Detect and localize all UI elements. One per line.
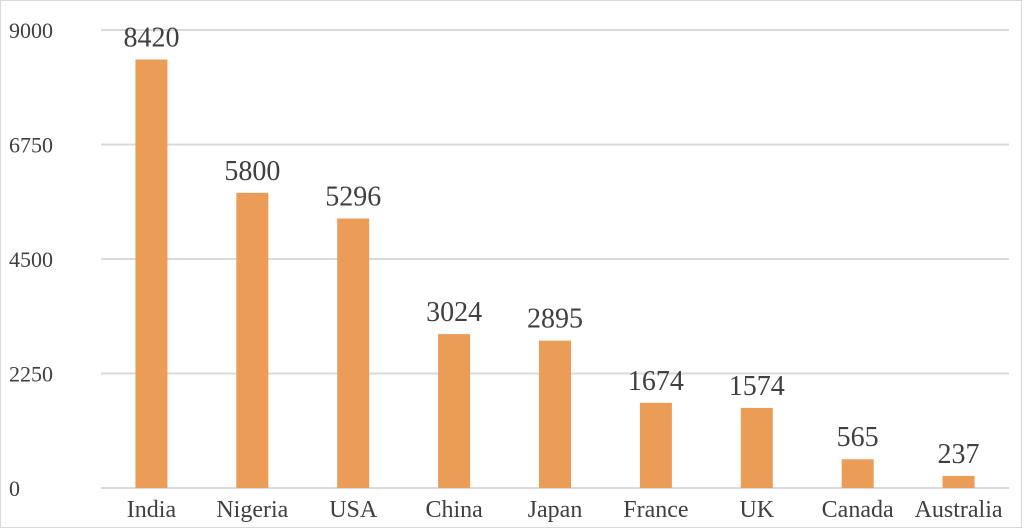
category-label: China — [425, 497, 483, 523]
data-label: 1574 — [729, 371, 785, 402]
category-label: Japan — [528, 497, 583, 523]
data-labels: 8420 5800 5296 3024 2895 1674 1574 565 237 — [123, 23, 979, 470]
bar-japan — [539, 340, 571, 488]
category-label: USA — [329, 497, 378, 523]
bars — [135, 59, 975, 489]
category-labels: India Nigeria USA China Japan France UK Canada A… — [127, 497, 1003, 523]
category-label: UK — [739, 497, 774, 523]
data-label: 3024 — [426, 297, 482, 328]
data-label: 237 — [938, 439, 980, 470]
bar-nigeria — [236, 192, 269, 488]
bar-india — [135, 59, 168, 488]
bar-china — [438, 334, 471, 488]
category-label: India — [127, 497, 177, 523]
bar-france — [639, 402, 672, 488]
category-label: Australia — [915, 497, 1003, 523]
category-label: France — [623, 497, 688, 523]
data-label: 5296 — [325, 181, 381, 212]
y-tick-label: 6750 — [9, 133, 53, 158]
category-label: Canada — [822, 497, 894, 523]
y-tick-label: 4500 — [9, 247, 53, 272]
data-label: 1674 — [628, 366, 684, 397]
y-axis-ticks: 0 2250 4500 6750 9000 — [9, 18, 53, 501]
bar-usa — [337, 218, 370, 489]
data-label: 5800 — [224, 156, 280, 187]
bar-canada — [841, 459, 874, 488]
data-label: 8420 — [123, 23, 179, 54]
y-tick-label: 2250 — [9, 362, 53, 387]
y-tick-label: 0 — [9, 476, 20, 501]
data-label: 2895 — [527, 304, 583, 335]
y-tick-label: 9000 — [9, 18, 53, 43]
category-label: Nigeria — [216, 497, 288, 523]
data-label: 565 — [837, 422, 879, 453]
bar-uk — [740, 407, 773, 488]
bar-australia — [942, 475, 975, 488]
